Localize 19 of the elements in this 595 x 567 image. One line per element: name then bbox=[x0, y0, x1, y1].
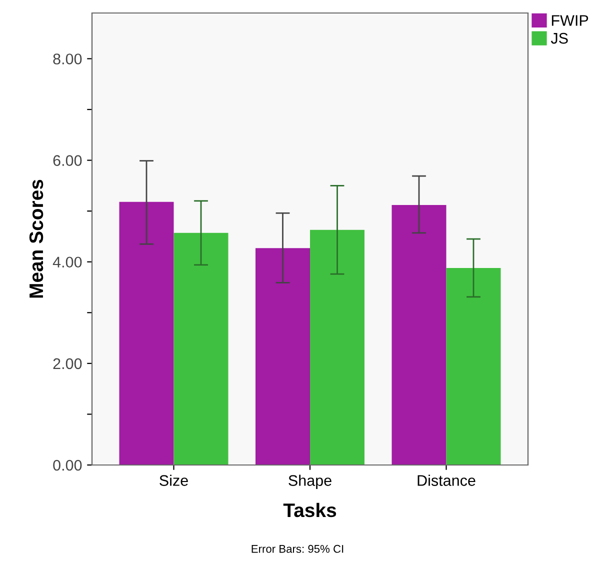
bar bbox=[446, 268, 501, 465]
x-axis-title: Tasks bbox=[283, 502, 336, 518]
bar bbox=[256, 248, 310, 465]
x-tick-label: Shape bbox=[288, 474, 332, 489]
bar bbox=[174, 232, 228, 465]
bar bbox=[119, 202, 174, 465]
y-tick-label: 6.00 bbox=[53, 155, 82, 166]
legend-label: JS bbox=[550, 32, 568, 44]
y-tick-label: 4.00 bbox=[52, 256, 82, 268]
y-tick-label: 2.00 bbox=[53, 358, 82, 370]
y-axis-title: Mean Scores bbox=[29, 180, 44, 298]
x-tick-label: Size bbox=[160, 474, 188, 486]
bar bbox=[392, 204, 446, 465]
text: Error Bars: 95% CI bbox=[252, 544, 344, 553]
bar bbox=[310, 230, 364, 465]
x-tick-label: Distance bbox=[418, 474, 476, 486]
y-tick-label: 0.00 bbox=[53, 460, 82, 471]
legend-label: FWIP bbox=[552, 15, 588, 26]
y-tick-label: 8.00 bbox=[53, 54, 82, 64]
